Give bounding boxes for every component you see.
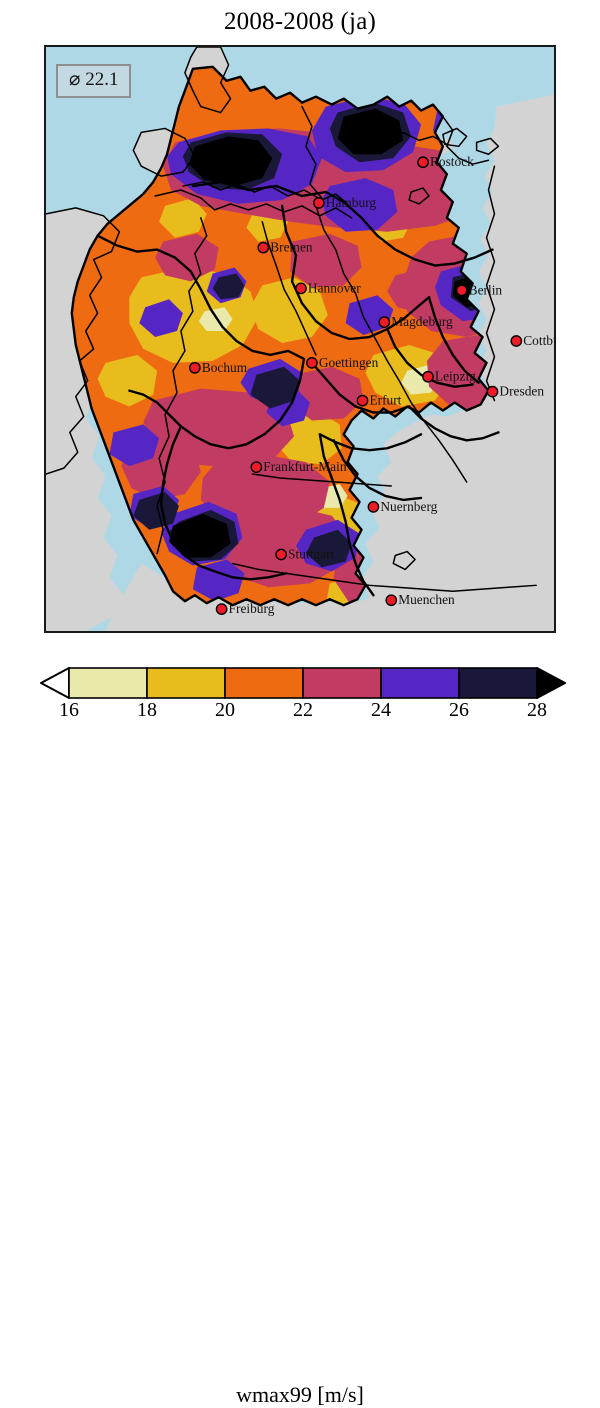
city-marker: Leipzig — [422, 369, 476, 384]
city-dot-icon — [215, 603, 228, 616]
city-dot-icon — [188, 361, 201, 374]
city-dot-icon — [306, 356, 318, 369]
city-marker: Frankfurt-Main — [250, 459, 347, 474]
map-panel: Rostock Hamburg Bremen Hannover Berlin Magdeb… — [44, 45, 556, 633]
city-dot-icon — [275, 548, 288, 561]
city-marker: Magdeburg — [378, 314, 453, 329]
colorbar-band — [68, 667, 148, 699]
city-marker: Freiburg — [215, 601, 275, 616]
city-dot-icon — [422, 370, 434, 383]
city-dot-icon — [250, 461, 263, 473]
city-marker: Goettingen — [306, 355, 379, 370]
colorbar-tick-label: 20 — [215, 699, 235, 716]
colorbar-axis-label: wmax99 [m/s] — [236, 1382, 364, 1407]
city-marker: Berlin — [455, 282, 503, 297]
city-label: Rostock — [430, 154, 474, 169]
colorbar-tick-label: 18 — [137, 699, 157, 716]
city-dot-icon — [455, 284, 468, 297]
administrative-borders — [70, 65, 500, 607]
city-dot-icon — [385, 594, 398, 607]
city-label: Erfurt — [369, 393, 401, 408]
city-dot-icon — [510, 335, 523, 347]
city-label: Cottbus — [523, 333, 554, 348]
colorbar-band — [224, 667, 304, 699]
city-label: Frankfurt-Main — [263, 459, 347, 474]
city-marker: Stuttgart — [275, 546, 334, 561]
city-marker: Bremen — [257, 240, 313, 255]
city-marker: Hamburg — [312, 195, 377, 210]
colorbar: 16 18 20 22 24 26 28 wmax99 [m/s] — [0, 660, 600, 1407]
colorbar-canvas: 16 18 20 22 24 26 28 — [40, 667, 566, 716]
city-dot-icon — [312, 197, 325, 209]
city-marker: Cottbus — [510, 333, 554, 348]
city-dot-icon — [378, 316, 391, 328]
domain-mean-badge: ⌀ 22.1 — [56, 64, 132, 98]
city-marker: Rostock — [417, 154, 474, 169]
colorbar-over-arrow — [536, 667, 566, 699]
city-marker: Bochum — [188, 360, 248, 375]
city-label: Stuttgart — [288, 546, 334, 561]
colorbar-tick-label: 16 — [59, 699, 79, 716]
city-marker: Erfurt — [356, 393, 402, 408]
page-title: 2008-2008 (ja) — [223, 8, 377, 35]
city-label: Bremen — [270, 240, 313, 255]
colorbar-tick-labels: 16 18 20 22 24 26 28 — [59, 699, 547, 716]
colorbar-under-arrow — [40, 667, 70, 699]
city-dot-icon — [367, 500, 380, 513]
colorbar-tick-label: 24 — [371, 699, 391, 716]
city-label: Berlin — [469, 282, 503, 297]
city-label: Hannover — [308, 280, 361, 295]
colorbar-band — [302, 667, 382, 699]
city-dot-icon — [417, 156, 429, 169]
city-label: Bochum — [202, 360, 248, 375]
city-label: Nuernberg — [380, 499, 437, 514]
colorbar-bands — [40, 667, 566, 699]
city-dot-icon — [486, 385, 499, 398]
city-marker: Dresden — [486, 384, 544, 399]
colorbar-band — [458, 667, 538, 699]
city-dot-icon — [295, 282, 307, 295]
city-label: Goettingen — [319, 355, 379, 370]
city-label: Freiburg — [229, 601, 275, 616]
colorbar-tick-label: 22 — [293, 699, 313, 716]
map-canvas: Rostock Hamburg Bremen Hannover Berlin Magdeb… — [46, 47, 554, 631]
city-marker: Nuernberg — [367, 499, 438, 514]
city-layer: Rostock Hamburg Bremen Hannover Berlin Magdeb… — [188, 154, 554, 616]
city-label: Dresden — [499, 384, 544, 399]
city-label: Magdeburg — [391, 314, 453, 329]
colorbar-band — [146, 667, 226, 699]
city-marker: Muenchen — [385, 592, 455, 607]
city-marker: Hannover — [295, 280, 361, 295]
city-label: Hamburg — [326, 195, 377, 210]
city-dot-icon — [257, 241, 270, 254]
colorbar-band — [380, 667, 460, 699]
city-dot-icon — [356, 394, 369, 407]
city-label: Leipzig — [435, 369, 476, 384]
coastline-layer — [46, 47, 537, 593]
colorbar-tick-label: 26 — [449, 699, 469, 716]
colorbar-tick-label: 28 — [527, 699, 547, 716]
city-label: Muenchen — [398, 592, 455, 607]
